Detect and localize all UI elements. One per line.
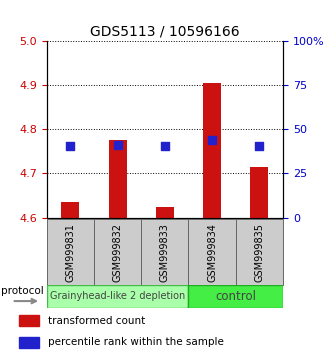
Bar <box>19 315 39 326</box>
Point <box>162 143 167 149</box>
Bar <box>19 337 39 348</box>
Text: control: control <box>215 290 256 303</box>
FancyBboxPatch shape <box>188 219 236 285</box>
Text: GSM999832: GSM999832 <box>113 223 123 282</box>
Text: protocol: protocol <box>1 286 44 296</box>
FancyBboxPatch shape <box>47 219 94 285</box>
Text: percentile rank within the sample: percentile rank within the sample <box>48 337 224 348</box>
Text: transformed count: transformed count <box>48 316 146 326</box>
Title: GDS5113 / 10596166: GDS5113 / 10596166 <box>90 24 240 38</box>
FancyBboxPatch shape <box>188 285 283 308</box>
Bar <box>250 167 268 218</box>
Text: Grainyhead-like 2 depletion: Grainyhead-like 2 depletion <box>50 291 185 302</box>
Text: GSM999831: GSM999831 <box>65 223 75 282</box>
Bar <box>61 202 79 218</box>
Bar <box>156 207 174 218</box>
Text: GSM999835: GSM999835 <box>254 223 264 282</box>
FancyBboxPatch shape <box>236 219 283 285</box>
Text: GSM999834: GSM999834 <box>207 223 217 282</box>
FancyBboxPatch shape <box>141 219 188 285</box>
Point <box>257 143 262 149</box>
Point <box>209 137 215 143</box>
Bar <box>109 140 127 218</box>
FancyBboxPatch shape <box>94 219 141 285</box>
FancyBboxPatch shape <box>47 285 188 308</box>
Text: GSM999833: GSM999833 <box>160 223 170 282</box>
Point <box>68 143 73 149</box>
Point <box>115 142 120 148</box>
Bar <box>203 83 221 218</box>
